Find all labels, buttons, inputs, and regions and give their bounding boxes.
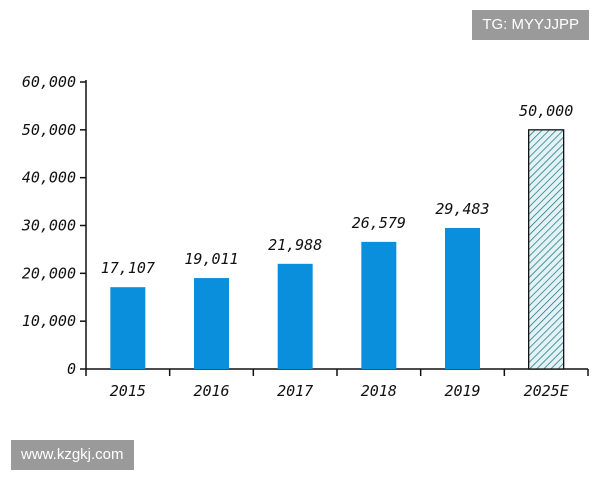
x-category-label: 2025E bbox=[524, 382, 569, 400]
data-label: 29,483 bbox=[435, 200, 489, 218]
bar-projected bbox=[528, 129, 565, 370]
data-label: 17,107 bbox=[101, 259, 155, 277]
x-category-label: 2019 bbox=[444, 382, 480, 400]
y-tick-label: 50,000 bbox=[22, 121, 76, 139]
tg-watermark-badge: TG: MYYJJPP bbox=[472, 10, 589, 40]
x-category-label: 2015 bbox=[110, 382, 146, 400]
x-category-label: 2018 bbox=[361, 382, 397, 400]
labels: 0 10,000 20,000 30,000 40,000 50,000 60,000 17,… bbox=[21, 73, 573, 400]
bar bbox=[361, 241, 397, 369]
x-category-label: 2016 bbox=[193, 382, 229, 400]
y-tick-label: 60,000 bbox=[22, 73, 76, 91]
bar bbox=[110, 287, 146, 369]
y-tick-label: 10,000 bbox=[22, 312, 76, 330]
bar bbox=[194, 278, 229, 369]
y-tick-label: 30,000 bbox=[21, 217, 76, 235]
bar bbox=[277, 263, 313, 369]
url-watermark-badge: www.kzgkj.com bbox=[11, 440, 134, 470]
data-label: 21,988 bbox=[268, 236, 322, 254]
y-tick-label: 20,000 bbox=[22, 264, 76, 282]
data-label: 19,011 bbox=[184, 250, 238, 268]
data-label: 50,000 bbox=[519, 102, 573, 120]
y-tick-label: 40,000 bbox=[22, 169, 76, 187]
bars bbox=[110, 129, 565, 370]
x-category-label: 2017 bbox=[277, 382, 313, 400]
y-tick-label: 0 bbox=[67, 360, 76, 378]
data-label: 26,579 bbox=[352, 214, 406, 232]
bar bbox=[445, 227, 480, 369]
axes bbox=[80, 80, 589, 376]
